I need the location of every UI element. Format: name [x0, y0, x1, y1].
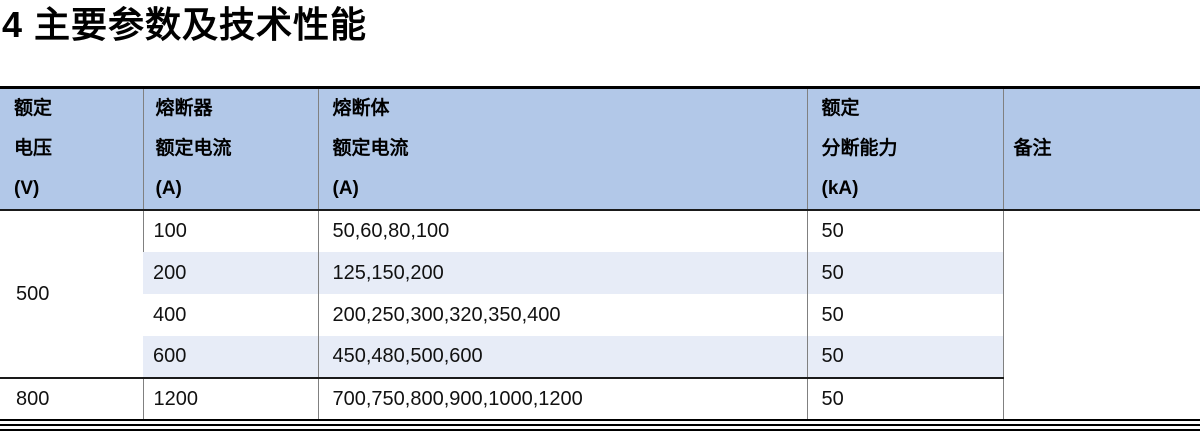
- document-page: 4 主要参数及技术性能 额定 电压 (V) 熔断器 额定电流 (A) 熔断体 额…: [0, 4, 1200, 441]
- cell-fuse-current: 100: [142, 210, 318, 253]
- table-header-row: 额定 电压 (V) 熔断器 额定电流 (A) 熔断体 额定电流 (A) 额定 分…: [0, 87, 1200, 212]
- cell-link-currents: 450,480,500,600: [317, 336, 807, 379]
- cell-fuse-current: 600: [143, 336, 318, 379]
- cell-breaking-capacity: 50: [806, 210, 1003, 253]
- column-header-breaking-capacity: 额定 分断能力 (kA): [806, 87, 1003, 212]
- bottom-double-rule: [0, 424, 1200, 432]
- column-header-fuselink-rated-current: 熔断体 额定电流 (A): [317, 87, 807, 212]
- cell-breaking-capacity: 50: [806, 252, 1003, 295]
- cell-breaking-capacity: 50: [806, 336, 1003, 379]
- fuse-parameters-table: 额定 电压 (V) 熔断器 额定电流 (A) 熔断体 额定电流 (A) 额定 分…: [0, 86, 1200, 422]
- table-row: 500 100 50,60,80,100 50: [0, 210, 1200, 421]
- table-row: 800 1200 700,750,800,900,1000,1200 50: [0, 377, 1200, 421]
- cell-rated-voltage-800: 800: [0, 377, 143, 421]
- cell-link-currents: 125,150,200: [317, 252, 807, 295]
- cell-link-currents: 700,750,800,900,1000,1200: [317, 377, 807, 421]
- table-row: 600 450,480,500,600 50: [0, 336, 1200, 379]
- cell-link-currents: 200,250,300,320,350,400: [317, 294, 807, 337]
- table-row: 200 125,150,200 50: [0, 252, 1200, 295]
- cell-remark: [1002, 210, 1200, 421]
- cell-fuse-current: 200: [143, 252, 318, 295]
- cell-fuse-current: 1200: [142, 377, 318, 421]
- column-header-fuse-rated-current: 熔断器 额定电流 (A): [142, 87, 318, 212]
- column-header-remark: 备注: [1002, 87, 1200, 212]
- cell-link-currents: 50,60,80,100: [317, 210, 807, 253]
- cell-breaking-capacity: 50: [806, 377, 1003, 421]
- table-row: 400 200,250,300,320,350,400 50: [0, 294, 1200, 337]
- column-header-rated-voltage: 额定 电压 (V): [0, 87, 143, 212]
- cell-rated-voltage-500: 500: [0, 210, 143, 379]
- cell-fuse-current: 400: [143, 294, 318, 337]
- cell-breaking-capacity: 50: [806, 294, 1003, 337]
- page-title: 4 主要参数及技术性能: [2, 4, 368, 45]
